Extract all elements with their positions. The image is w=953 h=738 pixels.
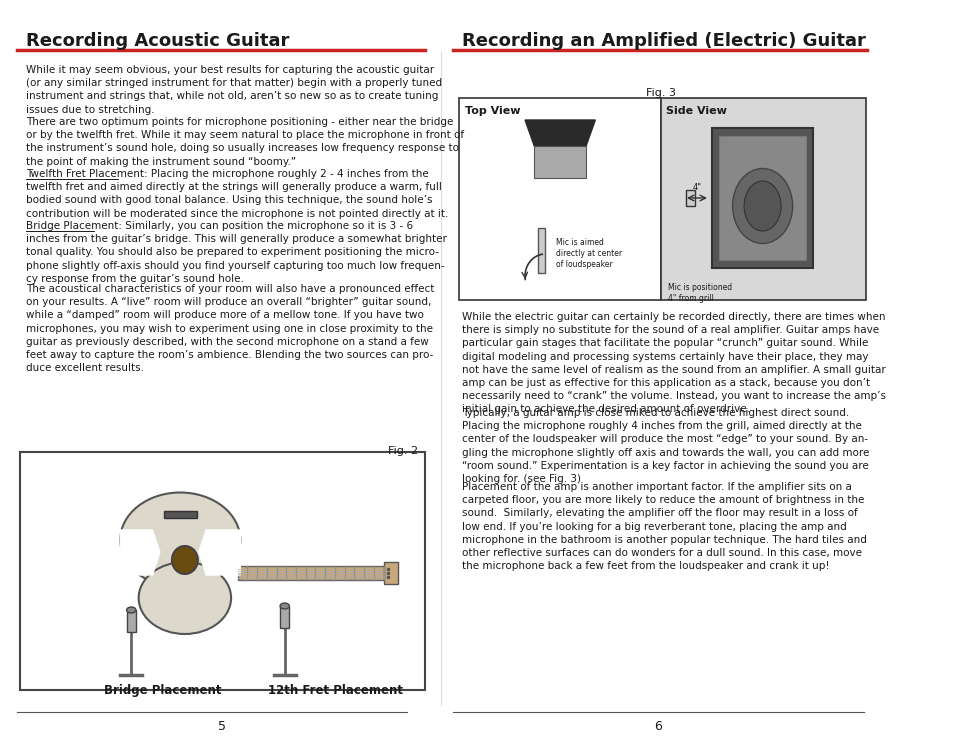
Polygon shape — [120, 530, 160, 575]
Text: Fig. 2: Fig. 2 — [387, 446, 417, 456]
Text: Typically, a guitar amp is close miked to achieve the highest direct sound.
Plac: Typically, a guitar amp is close miked t… — [461, 408, 868, 484]
Ellipse shape — [138, 562, 231, 634]
Bar — [459, 98, 660, 300]
Text: Mic is aimed
directly at center
of loudspeaker: Mic is aimed directly at center of louds… — [556, 238, 622, 269]
Ellipse shape — [732, 168, 792, 244]
Text: There are two optimum points for microphone positioning - either near the bridge: There are two optimum points for microph… — [26, 117, 463, 167]
Ellipse shape — [172, 546, 197, 574]
Bar — [237, 566, 383, 580]
Bar — [685, 190, 695, 206]
Bar — [534, 146, 585, 178]
Bar — [280, 606, 289, 628]
Text: Mic is positioned
4" from grill: Mic is positioned 4" from grill — [668, 283, 732, 303]
Bar — [127, 610, 135, 632]
Ellipse shape — [743, 181, 781, 231]
Ellipse shape — [127, 607, 135, 613]
Text: 4": 4" — [692, 183, 700, 192]
Ellipse shape — [280, 603, 289, 609]
Bar — [383, 562, 398, 584]
Text: The acoustical characteristics of your room will also have a pronounced effect
o: The acoustical characteristics of your r… — [26, 284, 434, 373]
Text: Top View: Top View — [464, 106, 520, 116]
Bar — [660, 98, 865, 300]
Text: Twelfth Fret Placement: Placing the microphone roughly 2 - 4 inches from the
twe: Twelfth Fret Placement: Placing the micr… — [26, 169, 448, 218]
Text: 5: 5 — [217, 720, 226, 733]
Bar — [164, 511, 196, 518]
Text: Bridge Placement: Similarly, you can position the microphone so it is 3 - 6
inch: Bridge Placement: Similarly, you can pos… — [26, 221, 446, 284]
Text: Side View: Side View — [666, 106, 726, 116]
Text: While it may seem obvious, your best results for capturing the acoustic guitar
(: While it may seem obvious, your best res… — [26, 65, 441, 114]
Bar — [537, 228, 545, 273]
Text: Bridge Placement: Bridge Placement — [104, 684, 221, 697]
Polygon shape — [198, 530, 240, 575]
Polygon shape — [524, 120, 595, 146]
Bar — [711, 128, 813, 268]
Ellipse shape — [120, 492, 240, 587]
Bar — [20, 452, 425, 690]
Text: Recording Acoustic Guitar: Recording Acoustic Guitar — [26, 32, 289, 50]
Bar — [719, 136, 805, 260]
Text: Fig. 3: Fig. 3 — [645, 88, 676, 98]
Text: Recording an Amplified (Electric) Guitar: Recording an Amplified (Electric) Guitar — [461, 32, 865, 50]
Text: 12th Fret Placement: 12th Fret Placement — [268, 684, 403, 697]
Text: 6: 6 — [654, 720, 661, 733]
Text: While the electric guitar can certainly be recorded directly, there are times wh: While the electric guitar can certainly … — [461, 312, 885, 415]
Text: Placement of the amp is another important factor. If the amplifier sits on a
car: Placement of the amp is another importan… — [461, 482, 866, 571]
